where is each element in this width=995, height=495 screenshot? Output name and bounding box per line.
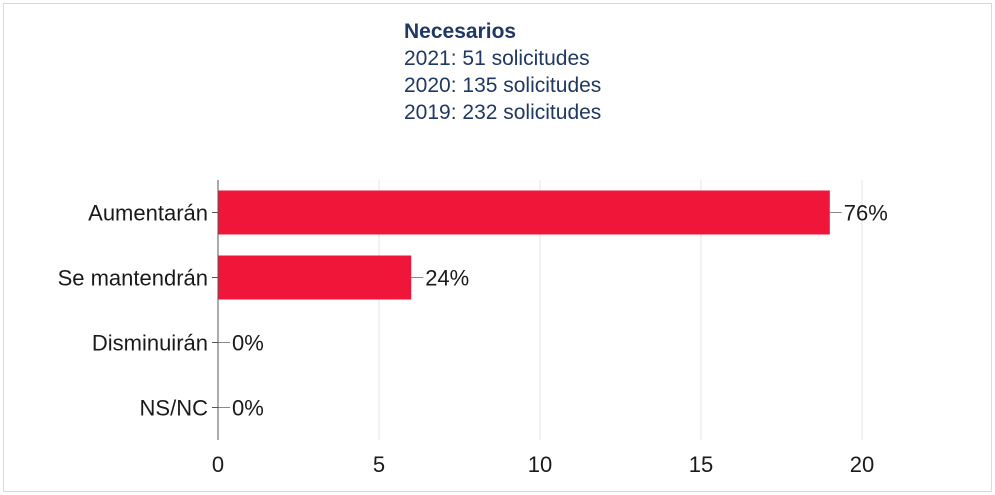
data-label-3: 0% bbox=[232, 396, 264, 421]
data-label-1: 24% bbox=[425, 266, 469, 291]
category-label-3: NS/NC bbox=[140, 396, 209, 421]
x-tick-label-10: 10 bbox=[528, 452, 552, 477]
x-tick-label-5: 5 bbox=[373, 452, 385, 477]
data-label-2: 0% bbox=[232, 331, 264, 356]
header-line-2021: 2021: 51 solicitudes bbox=[404, 47, 590, 70]
category-label-0: Aumentarán bbox=[88, 201, 208, 226]
data-label-0: 76% bbox=[844, 201, 888, 226]
x-tick-label-15: 15 bbox=[689, 452, 713, 477]
chart-title: Necesarios bbox=[404, 20, 517, 43]
chart-header: Necesarios 2021: 51 solicitudes 2020: 13… bbox=[404, 18, 601, 126]
category-label-2: Disminuirán bbox=[92, 331, 208, 356]
x-tick-label-0: 0 bbox=[212, 452, 224, 477]
chart-frame bbox=[3, 3, 992, 492]
header-line-2020: 2020: 135 solicitudes bbox=[404, 74, 602, 97]
category-label-1: Se mantendrán bbox=[58, 266, 208, 291]
bar-1 bbox=[218, 255, 412, 300]
x-tick-label-20: 20 bbox=[850, 452, 874, 477]
header-line-2019: 2019: 232 solicitudes bbox=[404, 101, 602, 124]
bar-0 bbox=[218, 190, 830, 235]
